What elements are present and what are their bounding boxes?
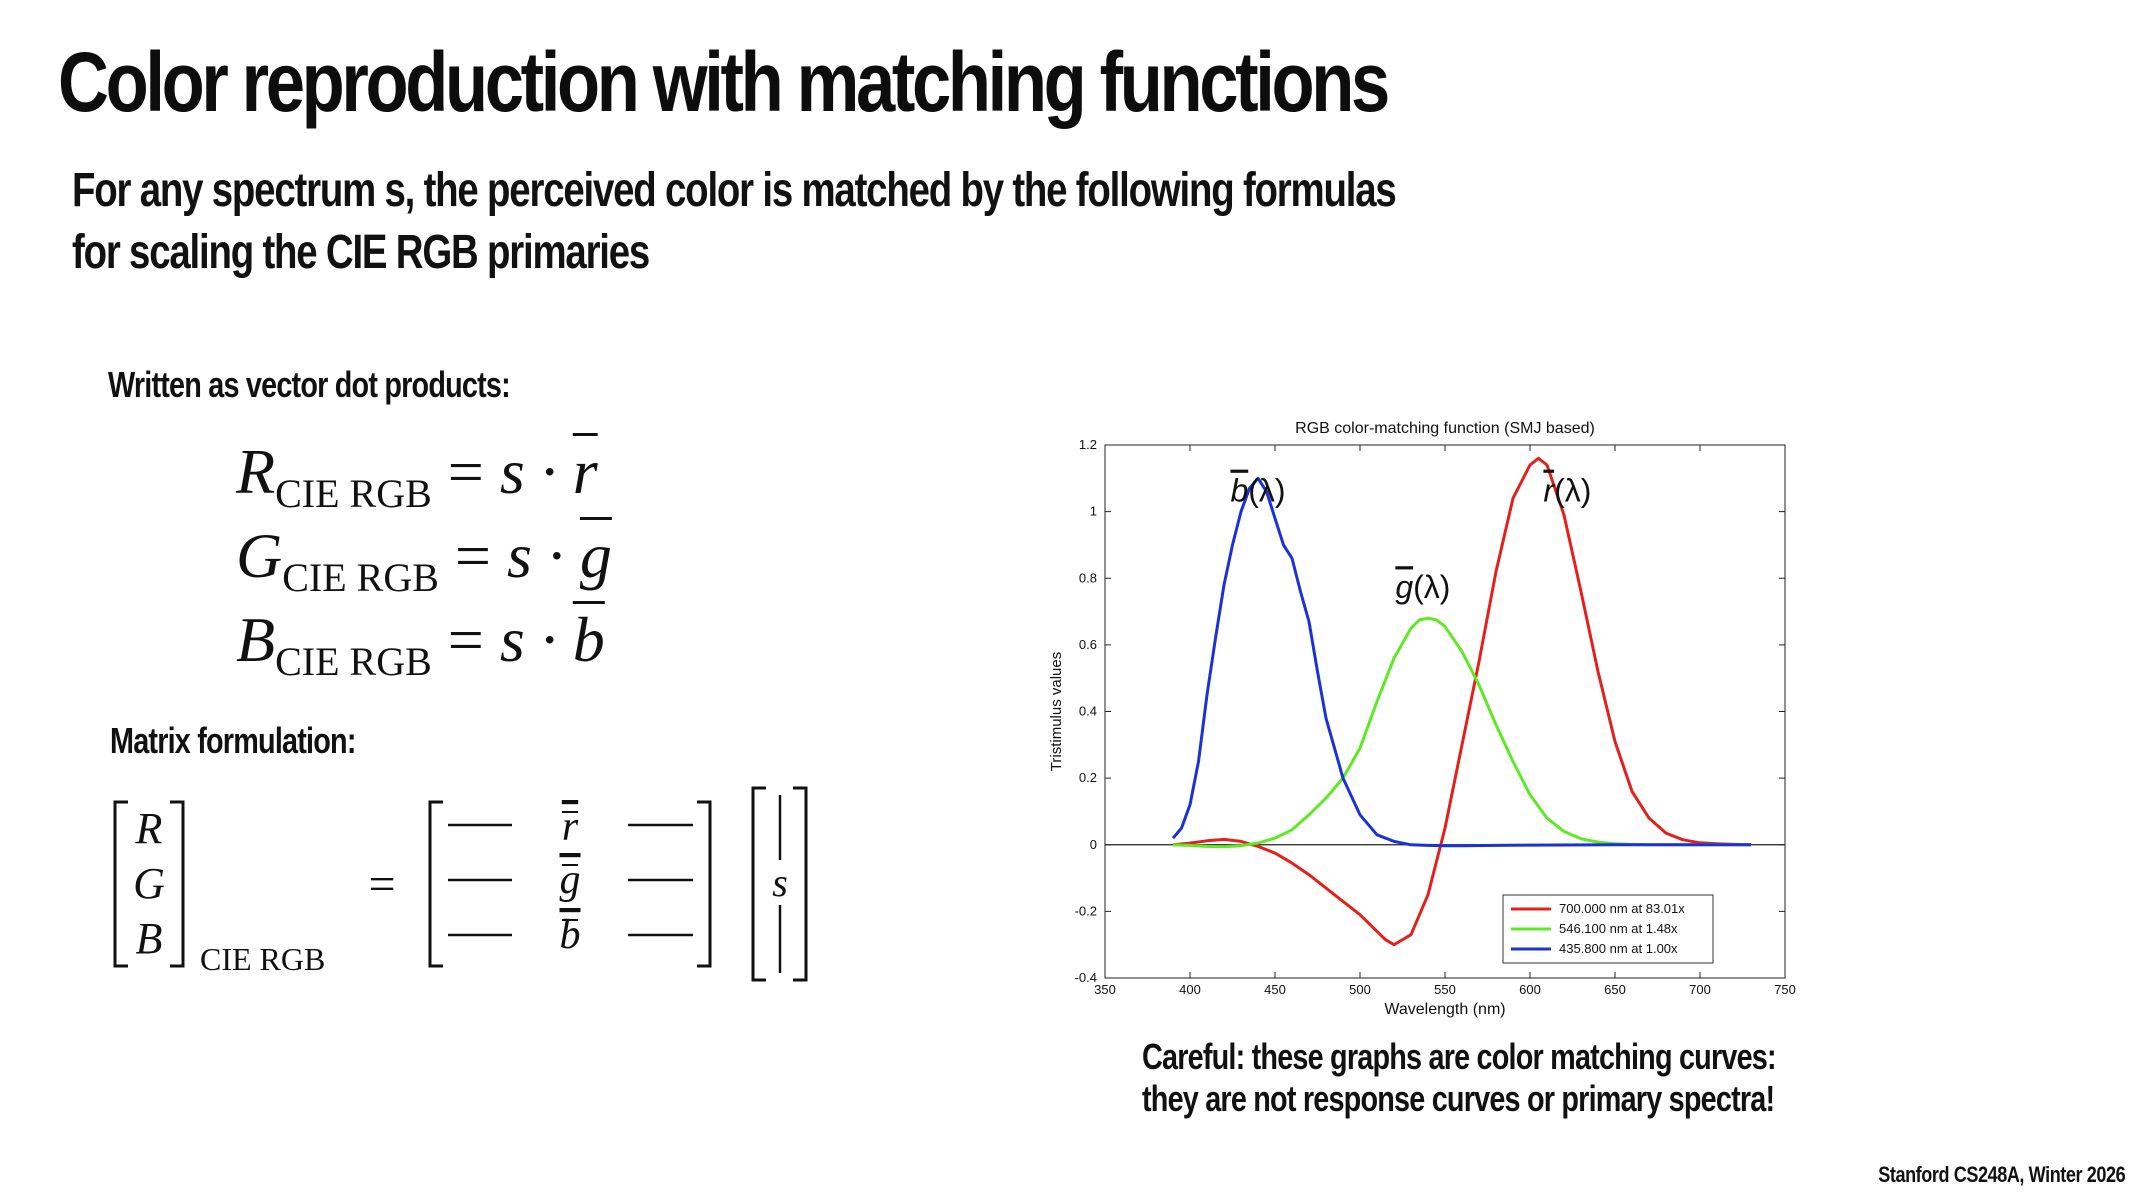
equation-r-equals: = xyxy=(447,436,500,507)
color-matching-chart: RGB color-matching function (SMJ based) … xyxy=(1048,420,1796,1018)
equation-r-subscript: CIE RGB xyxy=(275,471,432,516)
left-vector-g: G xyxy=(133,859,165,908)
curve-label-argument: (λ) xyxy=(1248,473,1285,509)
left-vector-brackets xyxy=(113,800,185,968)
x-tick-label: 600 xyxy=(1519,982,1541,997)
equation-r: RCIE RGB = s · r xyxy=(236,430,612,516)
matrix-brackets xyxy=(428,800,712,968)
equation-b-rhs: s · xyxy=(499,604,573,675)
series-line-0 xyxy=(1172,456,1752,947)
curve-label-symbol: g xyxy=(1395,569,1413,605)
x-tick-label: 500 xyxy=(1349,982,1371,997)
slide-title: Color reproduction with matching functio… xyxy=(58,35,1390,129)
y-tick-label: 0.6 xyxy=(1079,637,1097,652)
equation-r-vector: r xyxy=(572,436,598,507)
curve-label-argument: (λ) xyxy=(1554,473,1591,509)
equation-r-lhs: R xyxy=(236,436,276,507)
y-axis-label: Tristimulus values xyxy=(1048,652,1065,771)
legend-label-1: 546.100 nm at 1.48x xyxy=(1559,921,1678,936)
equation-g-subscript: CIE RGB xyxy=(282,555,439,600)
series-lines xyxy=(1171,456,1752,947)
curve-label-g: g(λ) xyxy=(1395,569,1450,605)
dot-product-equations: RCIE RGB = s · r GCIE RGB = s · g BCIE R… xyxy=(236,430,612,684)
x-tick-label: 550 xyxy=(1434,982,1456,997)
y-tick-label: 0 xyxy=(1090,837,1097,852)
x-tick-label: 350 xyxy=(1094,982,1116,997)
series-line-2 xyxy=(1171,476,1751,848)
careful-line-2: they are not response curves or primary … xyxy=(1142,1078,1775,1119)
spectrum-vector-s: s xyxy=(772,860,788,905)
curve-label-b: b(λ) xyxy=(1230,473,1285,509)
equation-b-equals: = xyxy=(447,604,500,675)
x-tick-label: 400 xyxy=(1179,982,1201,997)
series-line-1 xyxy=(1172,616,1751,849)
curve-label-r: r(λ) xyxy=(1543,473,1591,509)
x-tick-label: 450 xyxy=(1264,982,1286,997)
y-tick-label: 0.8 xyxy=(1079,570,1097,585)
equation-r-rhs: s · xyxy=(499,436,573,507)
curve-label-argument: (λ) xyxy=(1413,569,1450,605)
y-tick-label: 1.2 xyxy=(1079,437,1097,452)
y-tick-label: -0.4 xyxy=(1075,970,1097,985)
careful-note: Careful: these graphs are color matching… xyxy=(1142,1036,1777,1120)
spectrum-vector-brackets xyxy=(751,786,808,982)
matrix-row-r: r xyxy=(562,804,579,850)
y-tick-label: 0.4 xyxy=(1079,704,1097,719)
legend-label-2: 435.800 nm at 1.00x xyxy=(1559,941,1678,956)
x-tick-label: 650 xyxy=(1604,982,1626,997)
left-vector-b: B xyxy=(136,914,163,963)
matrix-row-g: g xyxy=(560,857,581,903)
equation-g-vector: g xyxy=(579,520,612,591)
course-footer: Stanford CS248A, Winter 2026 xyxy=(1877,1162,2125,1187)
y-tick-label: 1 xyxy=(1090,504,1097,519)
matrix-row-bars xyxy=(562,811,578,921)
equation-b-vector: b xyxy=(572,604,605,675)
chart-title: RGB color-matching function (SMJ based) xyxy=(1295,420,1595,437)
axis-ticks: 350 400 450 500 550 600 650 700 750 -0.4 -0.2 0 0.2 0… xyxy=(1075,437,1796,997)
careful-line-1: Careful: these graphs are color matching… xyxy=(1142,1036,1777,1077)
x-tick-label: 700 xyxy=(1689,982,1711,997)
x-axis-label: Wavelength (nm) xyxy=(1384,1001,1505,1018)
curve-labels: b(λ)g(λ)r(λ) xyxy=(1230,473,1591,606)
left-vector-r: R xyxy=(135,804,163,853)
subtitle-line-2: for scaling the CIE RGB primaries xyxy=(72,226,650,279)
dot-products-label: Written as vector dot products: xyxy=(108,364,511,405)
matrix-equals: = xyxy=(368,858,395,911)
y-tick-label: 0.2 xyxy=(1079,770,1097,785)
equation-g-equals: = xyxy=(454,520,507,591)
equation-g: GCIE RGB = s · g xyxy=(236,514,612,600)
legend-label-0: 700.000 nm at 83.01x xyxy=(1559,901,1685,916)
equation-g-lhs: G xyxy=(236,520,283,591)
curve-label-symbol: r xyxy=(1543,473,1555,509)
matrix-formulation: R G B CIE RGB = r g b s xyxy=(113,786,808,982)
matrix-row-b: b xyxy=(560,912,581,958)
equation-b-subscript: CIE RGB xyxy=(275,639,432,684)
y-tick-label: -0.2 xyxy=(1075,903,1097,918)
equation-g-rhs: s · xyxy=(507,520,580,591)
x-tick-label: 750 xyxy=(1774,982,1796,997)
subtitle-line-1: For any spectrum s, the perceived color … xyxy=(72,164,1397,217)
slide-subtitle: For any spectrum s, the perceived color … xyxy=(72,160,1397,284)
curve-label-symbol: b xyxy=(1230,473,1248,509)
chart-legend: 700.000 nm at 83.01x 546.100 nm at 1.48x 4… xyxy=(1502,894,1714,964)
matrix-row-dashes xyxy=(448,823,693,937)
left-vector-subscript: CIE RGB xyxy=(200,941,325,977)
equation-b: BCIE RGB = s · b xyxy=(236,598,612,684)
equation-b-lhs: B xyxy=(236,604,276,675)
matrix-label: Matrix formulation: xyxy=(110,720,356,761)
